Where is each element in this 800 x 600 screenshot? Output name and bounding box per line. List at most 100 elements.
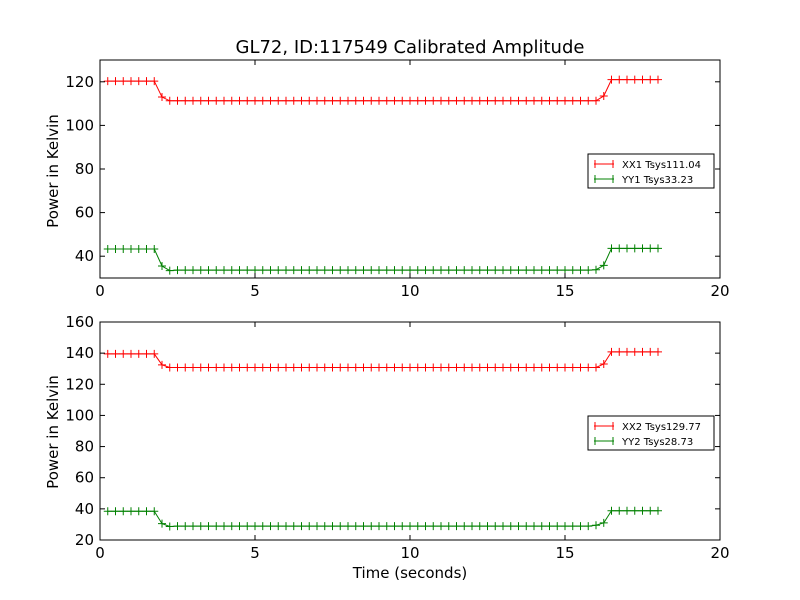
top-panel-data-point [429, 96, 438, 105]
top-panel-data-point [630, 244, 639, 253]
top-panel-data-point [444, 96, 453, 105]
top-panel-data-point [599, 261, 608, 270]
top-panel-data-point [468, 96, 476, 105]
top-panel-data-point [491, 96, 500, 105]
bottom-panel-data-point [367, 522, 376, 531]
top-panel-data-point [127, 77, 135, 86]
top-panel-data-point [328, 266, 337, 275]
top-panel-data-point [351, 96, 360, 105]
top-panel-data-point [243, 96, 252, 105]
top-panel-data-point [297, 266, 306, 275]
bottom-panel-data-point [491, 522, 500, 531]
bottom-panel-data-point [530, 522, 538, 531]
x-axis-label: Time (seconds) [352, 564, 468, 582]
top-panel-data-point [530, 96, 538, 105]
bottom-panel-data-point [165, 522, 174, 531]
top-panel-data-point [243, 266, 252, 275]
bottom-panel-data-point [320, 363, 329, 372]
top-panel-data-point [483, 96, 492, 105]
bottom-panel-data-point [615, 347, 624, 356]
top-panel-data-point [475, 266, 484, 275]
top-panel-data-point [491, 266, 500, 275]
top-panel-data-point [630, 75, 639, 84]
bottom-panel-data-point [134, 349, 143, 358]
top-panel-data-point [537, 266, 546, 275]
bottom-panel-data-point [630, 347, 639, 356]
bottom-panel-data-point [274, 363, 283, 372]
top-panel-legend: XX1 Tsys111.04 YY1 Tsys33.23 [587, 153, 715, 189]
bottom-panel-data-point [491, 363, 500, 372]
bottom-panel-data-point [375, 363, 383, 372]
top-panel-data-point [437, 266, 445, 275]
top-panel-data-point [359, 266, 368, 275]
bottom-panel-x-tick-label: 5 [250, 544, 260, 562]
bottom-panel-data-point [227, 522, 236, 531]
bottom-panel: Power in Kelvin 0 5 10 15 20 20 40 60 80 100 120 14… [44, 313, 730, 562]
bottom-panel-data-point [561, 522, 569, 531]
bottom-panel-data-point [119, 507, 128, 516]
top-panel-data-point [289, 96, 298, 105]
top-panel-data-point [607, 75, 616, 84]
bottom-panel-data-point [522, 363, 531, 372]
bottom-panel-y-tick-label: 60 [75, 469, 94, 487]
chart-title: GL72, ID:117549 Calibrated Amplitude [236, 37, 585, 58]
bottom-panel-data-point [522, 522, 531, 531]
bottom-panel-x-tick-label: 0 [95, 544, 105, 562]
bottom-panel-data-point [158, 519, 166, 528]
top-panel-data-point [499, 266, 507, 275]
bottom-panel-data-point [654, 347, 662, 356]
top-panel-data-point [530, 266, 538, 275]
top-panel-data-point [196, 266, 205, 275]
top-panel-data-point [475, 96, 484, 105]
top-panel-data-point [638, 244, 647, 253]
top-panel-data-point [561, 266, 569, 275]
bottom-panel-legend-box [587, 415, 715, 451]
bottom-panel-data-point [196, 522, 205, 531]
top-panel-data-point [537, 96, 546, 105]
bottom-panel-data-point [266, 363, 275, 372]
top-panel-series-1 [103, 244, 662, 275]
bottom-panel-data-point [452, 522, 461, 531]
top-panel-data-point [367, 96, 376, 105]
top-panel-data-point [390, 96, 399, 105]
bottom-panel-data-point [111, 349, 120, 358]
bottom-panel-legend-marker [594, 422, 614, 430]
top-panel-y-tick-label: 40 [75, 247, 94, 265]
bottom-panel-data-point [406, 363, 414, 372]
top-panel-data-point [561, 96, 569, 105]
bottom-panel-data-point [181, 363, 190, 372]
bottom-panel-data-point [444, 522, 453, 531]
top-panel-data-point [646, 244, 655, 253]
top-panel-data-point [227, 96, 236, 105]
bottom-panel-data-point [460, 522, 469, 531]
bottom-panel-data-point [406, 522, 414, 531]
bottom-panel-data-point [150, 349, 159, 358]
bottom-panel-data-point [258, 522, 267, 531]
top-panel-data-point [181, 96, 190, 105]
bottom-panel-data-point [584, 522, 593, 531]
top-panel-data-point [429, 266, 438, 275]
top-panel-data-point [584, 96, 593, 105]
bottom-panel-data-point [576, 522, 585, 531]
bottom-panel-data-point [437, 522, 445, 531]
top-panel-y-tick-label: 100 [65, 116, 94, 134]
bottom-panel-data-point [592, 363, 600, 372]
bottom-panel-data-point [235, 522, 244, 531]
top-panel-data-point [212, 266, 221, 275]
bottom-panel-data-point [561, 363, 569, 372]
bottom-panel-data-point [251, 363, 259, 372]
top-panel-data-point [297, 96, 306, 105]
top-panel-data-point [119, 77, 128, 86]
bottom-panel-data-point [499, 522, 507, 531]
top-panel-data-point [460, 266, 469, 275]
top-panel-data-point [196, 96, 205, 105]
bottom-panel-data-point [506, 363, 515, 372]
bottom-panel-data-point [623, 347, 631, 356]
bottom-panel-data-point [359, 522, 368, 531]
top-panel-data-point [165, 266, 174, 275]
top-panel-data-point [344, 96, 352, 105]
top-panel-legend-box [587, 153, 715, 189]
top-panel-data-point [584, 266, 593, 275]
top-panel-data-point [413, 266, 422, 275]
top-panel-data-point [150, 77, 159, 86]
